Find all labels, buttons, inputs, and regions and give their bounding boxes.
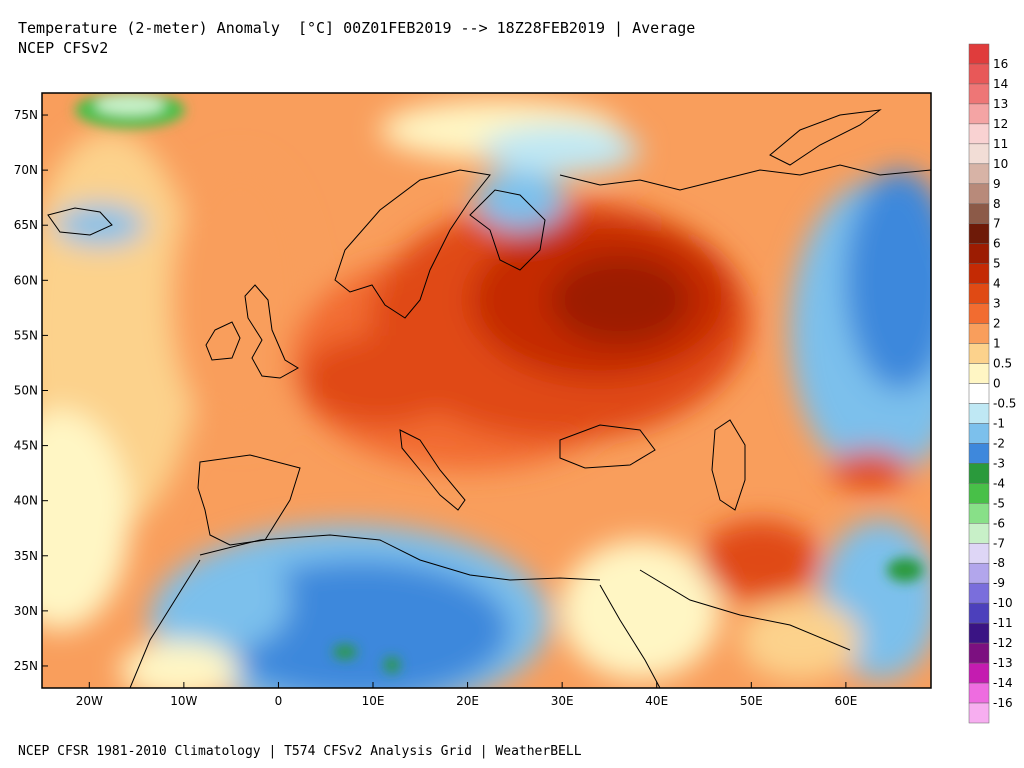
anomaly-field [42,93,931,688]
colorbar-swatch [968,183,990,205]
colorbar-swatch [968,263,990,284]
lat-tick-label: 60N [14,273,38,287]
colorbar-swatch [968,223,990,244]
colorbar-label: 14 [993,77,1008,91]
colorbar-swatch [968,143,990,165]
lat-tick-label: 25N [14,659,38,673]
colorbar-label: 13 [993,97,1008,111]
colorbar: 16 14 13 12 11 10 9 8 7 6 5 4 3 2 1 0.5 0 -0.5 -1 -2 -3 -4 -5 -… [968,43,1016,724]
colorbar-label: 4 [993,277,1001,291]
lon-tick-label: 30E [551,694,574,708]
colorbar-label: 7 [993,217,1001,231]
lat-tick-label: 55N [14,328,38,342]
colorbar-label: 5 [993,257,1001,271]
colorbar-label: -3 [993,456,1005,470]
lon-tick-label: 40E [645,694,668,708]
colorbar-swatch [968,83,990,105]
colorbar-swatch [968,642,990,664]
colorbar-label: -6 [993,516,1005,530]
colorbar-swatch [968,523,990,544]
lat-tick-label: 45N [14,439,38,453]
lat-tick-label: 30N [14,604,38,618]
colorbar-swatch [968,463,990,484]
colorbar-swatch [968,103,990,125]
lon-tick-label: 10E [362,694,385,708]
colorbar-label: -4 [993,476,1005,490]
map-title: Temperature (2-meter) Anomaly [°C] 00Z01… [18,19,696,37]
colorbar-swatch [968,423,990,444]
colorbar-swatch [968,383,990,404]
colorbar-label: 0 [993,377,1001,391]
lat-tick-label: 70N [14,163,38,177]
colorbar-swatch [968,283,990,304]
colorbar-label: -1 [993,416,1005,430]
colorbar-label: 11 [993,137,1008,151]
colorbar-label: -8 [993,556,1005,570]
colorbar-label: 16 [993,57,1008,71]
colorbar-label: -16 [993,696,1013,710]
colorbar-swatch [968,682,990,704]
colorbar-label: 9 [993,177,1001,191]
colorbar-label: -7 [993,536,1005,550]
colorbar-swatch [968,163,990,185]
colorbar-swatch [968,582,990,604]
colorbar-swatch [968,662,990,684]
lon-tick-label: 20W [76,694,103,708]
colorbar-label: 3 [993,297,1001,311]
lat-tick-label: 65N [14,218,38,232]
lat-tick-label: 40N [14,494,38,508]
colorbar-swatch [968,403,990,424]
colorbar-label: -10 [993,596,1013,610]
colorbar-label: -13 [993,656,1013,670]
colorbar-swatch [968,243,990,264]
lon-tick-label: 0 [275,694,283,708]
footer-credit: NCEP CFSR 1981-2010 Climatology | T574 C… [18,744,582,759]
colorbar-swatch [968,562,990,584]
colorbar-label: 2 [993,317,1001,331]
colorbar-label: -11 [993,616,1013,630]
colorbar-label: -2 [993,436,1005,450]
colorbar-label: -14 [993,676,1013,690]
colorbar-label: 8 [993,197,1001,211]
lon-tick-label: 50E [740,694,763,708]
colorbar-label: 10 [993,157,1008,171]
colorbar-swatch [968,622,990,644]
colorbar-swatch [968,702,990,724]
colorbar-swatch [968,343,990,364]
colorbar-swatch [968,602,990,624]
lon-tick-label: 10W [170,694,197,708]
colorbar-label: 1 [993,337,1001,351]
colorbar-label: -0.5 [993,396,1016,410]
colorbar-label: -5 [993,496,1005,510]
lon-tick-label: 60E [834,694,857,708]
colorbar-label: -9 [993,576,1005,590]
colorbar-label: 12 [993,117,1008,131]
colorbar-swatch [968,483,990,504]
lon-tick-label: 20E [456,694,479,708]
colorbar-swatch [968,303,990,324]
colorbar-label: 6 [993,237,1001,251]
colorbar-label: -12 [993,636,1013,650]
colorbar-swatch [968,123,990,145]
lat-tick-label: 50N [14,384,38,398]
map-subtitle: NCEP CFSv2 [18,39,109,57]
colorbar-swatch [968,503,990,524]
colorbar-swatch [968,363,990,384]
latitude-ticks: 75N 70N 65N 60N 55N 50N 45N 40N 35N 30N 25N [14,108,48,673]
colorbar-swatch [968,43,990,65]
colorbar-swatch [968,543,990,564]
colorbar-swatch [968,443,990,464]
colorbar-swatch [968,203,990,224]
lat-tick-label: 35N [14,549,38,563]
longitude-ticks: 20W 10W 0 10E 20E 30E 40E 50E 60E [76,682,857,708]
colorbar-swatch [968,323,990,344]
colorbar-label: 0.5 [993,357,1012,371]
lat-tick-label: 75N [14,108,38,122]
colorbar-swatch [968,63,990,85]
coastlines [47,109,931,688]
